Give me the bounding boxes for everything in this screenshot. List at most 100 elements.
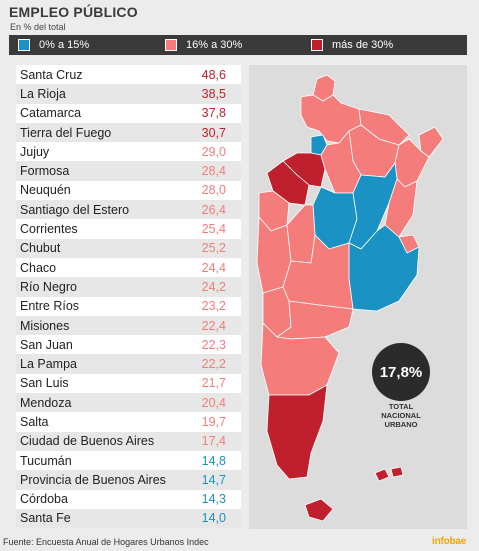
total-label-line3: URBANO — [384, 420, 418, 429]
map-chubut — [260, 322, 340, 396]
province-value: 21,7 — [201, 376, 226, 391]
province-name: Provincia de Buenos Aires — [20, 472, 166, 487]
table-row: Neuquén 28,0 — [16, 180, 241, 201]
province-name: Neuquén — [20, 183, 71, 198]
table-row: San Luis 21,7 — [16, 373, 241, 394]
chart-title: EMPLEO PÚBLICO — [9, 4, 138, 20]
table-row: Chaco 24,4 — [16, 257, 241, 278]
table-row: Entre Ríos 23,2 — [16, 296, 241, 316]
province-value: 24,4 — [201, 260, 226, 275]
province-name: Santa Cruz — [20, 67, 83, 82]
argentina-map — [256, 74, 444, 522]
province-value: 37,8 — [201, 106, 226, 121]
total-label-line2: NACIONAL — [381, 411, 421, 420]
legend-swatch-mid — [165, 39, 177, 51]
province-name: Catamarca — [20, 106, 82, 121]
province-value: 28,4 — [201, 164, 226, 179]
map-malvinas — [374, 466, 404, 482]
province-name: Jujuy — [20, 144, 50, 159]
province-name: Tierra del Fuego — [20, 125, 112, 140]
total-circle: 17,8% — [372, 343, 430, 401]
source-note: Fuente: Encuesta Anual de Hogares Urbano… — [3, 537, 209, 547]
province-value: 25,2 — [201, 241, 226, 256]
province-value: 26,4 — [201, 202, 226, 217]
table-row: Tierra del Fuego 30,7 — [16, 122, 241, 143]
table-row: Santa Cruz 48,6 — [16, 65, 241, 85]
province-value: 22,3 — [201, 337, 226, 352]
legend-label-mid: 16% a 30% — [186, 39, 243, 51]
table-row: Tucumán 14,8 — [16, 450, 241, 471]
table-row: Salta 19,7 — [16, 412, 241, 432]
table-row: Formosa 28,4 — [16, 161, 241, 181]
province-name: Ciudad de Buenos Aires — [20, 434, 155, 449]
table-row: Santa Fe 14,0 — [16, 508, 241, 529]
map-panel — [249, 65, 467, 529]
province-name: Córdoba — [20, 492, 68, 507]
table-row: Corrientes 25,4 — [16, 219, 241, 239]
table-row: Mendoza 20,4 — [16, 393, 241, 413]
table-row: Córdoba 14,3 — [16, 489, 241, 509]
province-value: 17,4 — [201, 434, 226, 449]
legend-label-low: 0% a 15% — [39, 39, 90, 51]
legend-swatch-high — [311, 39, 323, 51]
province-name: Santiago del Estero — [20, 202, 130, 217]
province-name: Mendoza — [20, 395, 72, 410]
table-row: La Rioja 38,5 — [16, 84, 241, 104]
province-table: Santa Cruz 48,6 La Rioja 38,5 Catamarca 37,8 T… — [16, 65, 241, 529]
table-row: Provincia de Buenos Aires 14,7 — [16, 470, 241, 490]
province-value: 30,7 — [201, 125, 226, 140]
province-value: 29,0 — [201, 144, 226, 159]
province-name: Chubut — [20, 241, 61, 256]
province-name: Río Negro — [20, 279, 77, 294]
chart-subtitle: En % del total — [10, 22, 66, 32]
legend-swatch-low — [18, 39, 30, 51]
legend-item-low: 0% a 15% — [18, 38, 89, 52]
total-label: TOTAL NACIONAL URBANO — [366, 402, 436, 429]
table-row: San Juan 22,3 — [16, 335, 241, 355]
province-value: 14,7 — [201, 472, 226, 487]
province-value: 14,3 — [201, 492, 226, 507]
province-name: San Luis — [20, 376, 69, 391]
province-name: Misiones — [20, 318, 70, 333]
province-value: 48,6 — [201, 67, 226, 82]
map-santacruz — [266, 384, 328, 480]
province-name: San Juan — [20, 337, 73, 352]
table-row: Ciudad de Buenos Aires 17,4 — [16, 431, 241, 451]
province-name: Tucumán — [20, 453, 72, 468]
legend: 0% a 15% 16% a 30% más de 30% — [9, 35, 467, 55]
map-sanluis — [286, 204, 316, 264]
province-value: 24,2 — [201, 279, 226, 294]
total-label-line1: TOTAL — [388, 402, 414, 411]
province-value: 22,4 — [201, 318, 226, 333]
province-name: Santa Fe — [20, 511, 71, 526]
legend-label-high: más de 30% — [332, 39, 394, 51]
province-name: Corrientes — [20, 222, 78, 237]
table-row: Catamarca 37,8 — [16, 103, 241, 123]
table-row: La Pampa 22,2 — [16, 354, 241, 374]
table-row: Jujuy 29,0 — [16, 142, 241, 162]
legend-item-high: más de 30% — [311, 38, 393, 52]
province-name: Formosa — [20, 164, 70, 179]
province-name: La Pampa — [20, 357, 77, 372]
province-value: 23,2 — [201, 299, 226, 314]
province-value: 28,0 — [201, 183, 226, 198]
table-row: Río Negro 24,2 — [16, 277, 241, 297]
province-value: 25,4 — [201, 222, 226, 237]
province-name: Entre Ríos — [20, 299, 80, 314]
province-value: 14,0 — [201, 511, 226, 526]
table-row: Misiones 22,4 — [16, 315, 241, 336]
map-misiones — [418, 126, 444, 158]
table-row: Santiago del Estero 26,4 — [16, 200, 241, 220]
map-tierradelfuego — [304, 498, 334, 522]
table-row: Chubut 25,2 — [16, 238, 241, 258]
brand-logo: infobae — [432, 536, 467, 547]
total-value: 17,8% — [379, 363, 423, 381]
province-value: 38,5 — [201, 86, 226, 101]
province-value: 22,2 — [201, 357, 226, 372]
province-value: 20,4 — [201, 395, 226, 410]
legend-item-mid: 16% a 30% — [165, 38, 242, 52]
province-value: 14,8 — [201, 453, 226, 468]
province-value: 19,7 — [201, 414, 226, 429]
province-name: La Rioja — [20, 86, 66, 101]
province-name: Chaco — [20, 260, 57, 275]
